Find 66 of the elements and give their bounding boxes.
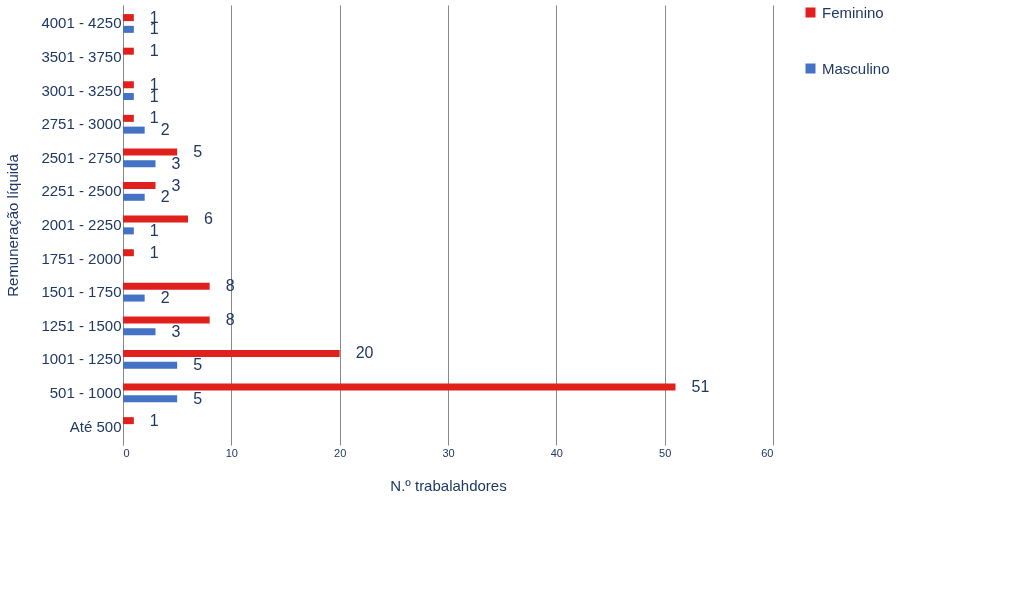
y-tick-label: 2751 - 3000 <box>41 115 122 133</box>
bar <box>123 417 134 425</box>
bar <box>123 361 178 369</box>
data-label: 3 <box>171 154 181 172</box>
x-tick-label: 10 <box>225 446 238 459</box>
bar <box>123 193 145 201</box>
x-tick-label: 50 <box>659 446 672 459</box>
bar <box>123 25 134 33</box>
legend-label: Feminino <box>822 3 884 21</box>
bar <box>123 215 188 223</box>
y-tick-label: 2001 - 2250 <box>41 216 122 233</box>
data-label: 3 <box>171 176 181 194</box>
bar <box>123 349 340 357</box>
data-label: 8 <box>225 277 235 295</box>
data-label: 1 <box>149 243 159 261</box>
data-label: 5 <box>193 389 203 407</box>
data-label: 2 <box>160 188 170 206</box>
y-tick-label: 3501 - 3750 <box>41 48 122 66</box>
x-tick-label: 60 <box>761 446 774 459</box>
y-tick-label: Até 500 <box>69 417 122 435</box>
y-tick-label: 2501 - 2750 <box>41 148 122 166</box>
y-tick-label: 501 - 1000 <box>49 383 122 401</box>
bar <box>123 47 134 55</box>
bar <box>123 227 134 235</box>
y-tick-label: 1251 - 1500 <box>41 316 122 334</box>
y-tick-label: 1001 - 1250 <box>41 350 122 368</box>
x-axis-title: N.º trabalahdores <box>390 476 507 494</box>
bar <box>123 81 134 89</box>
y-tick-label: 2251 - 2500 <box>41 182 122 200</box>
x-tick-label: 0 <box>123 446 130 459</box>
x-tick-label: 40 <box>550 446 563 459</box>
x-tick-label: 20 <box>334 446 347 459</box>
data-label: 1 <box>149 411 159 429</box>
data-label: 2 <box>160 121 170 139</box>
y-axis-title: Remuneração líquida <box>4 153 22 297</box>
data-label: 2 <box>160 289 170 307</box>
data-label: 1 <box>149 221 159 239</box>
data-label: 3 <box>171 322 181 340</box>
y-tick-label: 1501 - 1750 <box>41 283 122 301</box>
bar <box>123 160 156 168</box>
data-label: 8 <box>225 310 235 328</box>
bar <box>123 249 134 257</box>
bar <box>123 294 145 302</box>
bar <box>123 316 210 324</box>
bar <box>123 93 134 101</box>
bar <box>123 182 156 190</box>
x-tick-label: 30 <box>442 446 455 459</box>
bar <box>123 148 178 156</box>
data-label: 1 <box>149 109 159 127</box>
bar <box>123 282 210 290</box>
legend-label: Masculino <box>822 59 890 77</box>
bar <box>123 14 134 22</box>
bar <box>123 328 156 336</box>
bar <box>123 383 676 391</box>
data-label: 5 <box>193 356 203 374</box>
y-tick-label: 1751 - 2000 <box>41 249 122 267</box>
data-label: 5 <box>193 142 203 160</box>
bar <box>123 114 134 122</box>
data-label: 51 <box>691 378 710 396</box>
y-tick-label: 3001 - 3250 <box>41 81 122 99</box>
data-label: 20 <box>355 344 374 362</box>
bar <box>123 395 178 403</box>
data-label: 1 <box>149 42 159 60</box>
y-tick-label: 4001 - 4250 <box>41 14 122 32</box>
data-label: 6 <box>204 210 213 228</box>
bar <box>123 126 145 134</box>
